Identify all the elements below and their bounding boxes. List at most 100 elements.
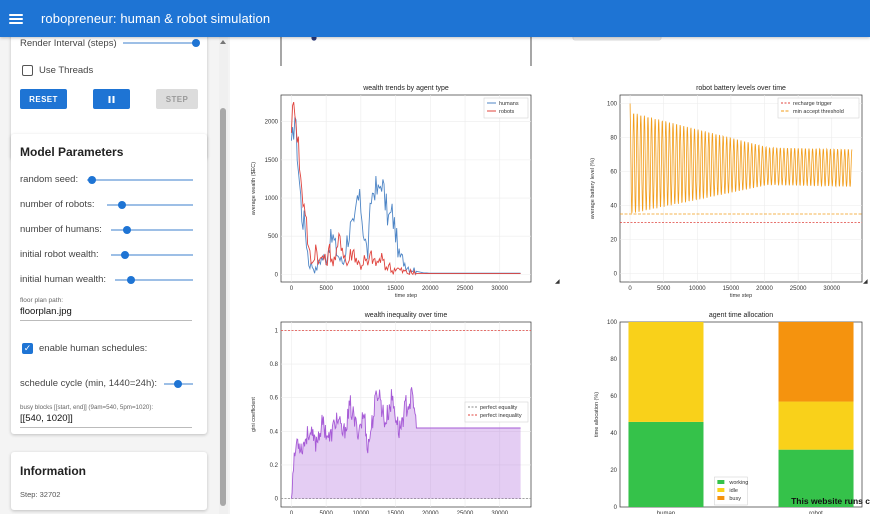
y-tick-label: 40: [610, 204, 617, 210]
bar-working-robot: [778, 449, 854, 507]
y-tick-label: 0: [275, 497, 279, 503]
y-tick-label: 1500: [265, 158, 279, 164]
y-axis-label: time allocation (%): [594, 392, 600, 437]
model-parameters-card: Model Parameters random seed: number of …: [11, 134, 207, 434]
enable-schedules-label: enable human schedules:: [39, 343, 148, 354]
y-tick-label: 0: [614, 272, 618, 278]
number-of-humans-label: number of humans:: [20, 224, 102, 235]
x-axis-label: time step: [730, 293, 752, 299]
y-axis-label: average wealth ($EC): [251, 162, 257, 215]
x-tick-label: 15000: [387, 286, 404, 292]
legend-label: working: [728, 480, 748, 486]
resize-handle-icon: ◢: [863, 279, 868, 285]
initial-robot-wealth-slider[interactable]: [111, 251, 193, 259]
schedule-cycle-slider[interactable]: [164, 380, 193, 388]
x-tick-label: 10000: [353, 511, 370, 514]
number-of-humans-slider[interactable]: [111, 226, 193, 234]
y-tick-label: 2000: [265, 120, 279, 126]
model-parameters-heading: Model Parameters: [20, 145, 124, 159]
step-button[interactable]: STEP: [156, 89, 198, 109]
random-seed-knob[interactable]: [88, 176, 96, 184]
render-interval-knob[interactable]: [192, 39, 200, 47]
chart-4: agent time allocation 0 20 40 60 80 100 time al…: [594, 312, 863, 514]
y-tick-label: 0.2: [270, 463, 279, 469]
render-interval-label: Render Interval (steps): [20, 38, 117, 49]
render-interval-slider[interactable]: [123, 39, 200, 47]
number-of-humans-knob[interactable]: [123, 226, 131, 234]
x-tick-label: human: [657, 511, 675, 514]
agent-marker: [311, 37, 317, 41]
y-tick-label: 500: [268, 234, 279, 240]
chart-2: robot battery levels over time 0 20 40 60 80 1…: [590, 85, 863, 299]
chart-title: agent time allocation: [709, 312, 773, 319]
bar-busy-robot: [778, 322, 854, 402]
y-tick-label: 40: [610, 431, 617, 437]
chart-3: wealth inequality over time 0 0.2 0.4 0.6 0.8…: [251, 312, 532, 514]
y-tick-label: 80: [610, 357, 617, 363]
y-tick-label: 100: [607, 320, 618, 326]
legend-label: idle: [729, 488, 738, 494]
x-tick-label: 30000: [491, 286, 508, 292]
legend-label: busy: [729, 496, 741, 502]
pause-icon: [108, 95, 115, 103]
legend-label: recharge trigger: [793, 101, 832, 107]
use-threads-label: Use Threads: [39, 65, 94, 76]
initial-human-wealth-slider[interactable]: [115, 276, 193, 284]
use-threads-checkbox[interactable]: [22, 65, 33, 76]
random-seed-slider[interactable]: [87, 176, 193, 184]
busy-blocks-input[interactable]: [[540, 1020]]: [20, 413, 192, 428]
x-tick-label: 5000: [657, 286, 671, 292]
y-axis-label: average battery level (%): [590, 158, 596, 219]
schedule-cycle-knob[interactable]: [174, 380, 182, 388]
series-line-gini: [290, 387, 521, 499]
legend-label: humans: [499, 101, 519, 107]
series-line-battery: [629, 103, 853, 214]
charts-svg: ◢ ◢ wealth trends by agent type050010001…: [251, 37, 868, 514]
pause-button[interactable]: [93, 89, 130, 109]
floor-plan-input[interactable]: floorplan.jpg: [20, 306, 192, 321]
scroll-up-arrow-icon[interactable]: [220, 40, 226, 44]
x-tick-label: robot: [809, 511, 823, 514]
legend-label: perfect equality: [480, 405, 518, 411]
chart-title: robot battery levels over time: [696, 85, 786, 92]
partial-button[interactable]: [572, 37, 662, 41]
x-tick-label: 15000: [723, 286, 740, 292]
legend-swatch: [717, 496, 725, 500]
y-tick-label: 80: [610, 136, 617, 142]
x-tick-label: 20000: [422, 511, 439, 514]
x-tick-label: 15000: [387, 511, 404, 514]
x-tick-label: 25000: [457, 286, 474, 292]
x-tick-label: 20000: [422, 286, 439, 292]
x-tick-label: 0: [628, 286, 632, 292]
floor-plan-caption: floor plan path:: [20, 297, 64, 304]
y-tick-label: 1: [275, 328, 279, 334]
menu-icon[interactable]: [9, 13, 23, 24]
number-of-robots-slider[interactable]: [107, 201, 193, 209]
legend-label: min accept threshold: [793, 109, 844, 115]
app-bar: robopreneur: human & robot simulation: [0, 0, 870, 37]
y-tick-label: 1000: [265, 196, 279, 202]
chart-1: wealth trends by agent type 0 500 1000 1500 2…: [251, 85, 532, 299]
initial-human-wealth-knob[interactable]: [127, 276, 135, 284]
y-axis-label: gini coefficient: [251, 397, 257, 432]
reset-button[interactable]: RESET: [20, 89, 67, 109]
x-tick-label: 5000: [319, 511, 333, 514]
x-tick-label: 10000: [353, 286, 370, 292]
random-seed-label: random seed:: [20, 174, 79, 185]
bar-idle-human: [628, 322, 704, 422]
number-of-robots-knob[interactable]: [118, 201, 126, 209]
x-tick-label: 5000: [319, 286, 333, 292]
initial-robot-wealth-label: initial robot wealth:: [20, 249, 99, 260]
floor-plan-partial: [280, 37, 532, 66]
y-tick-label: 60: [610, 394, 617, 400]
information-heading: Information: [20, 464, 86, 478]
x-tick-label: 30000: [491, 511, 508, 514]
x-tick-label: 10000: [689, 286, 706, 292]
sidebar-scroll-thumb[interactable]: [220, 108, 226, 506]
main-content: ◢ ◢ wealth trends by agent type 0 500 1000 1…: [230, 37, 870, 514]
x-tick-label: 0: [290, 511, 294, 514]
initial-human-wealth-label: initial human wealth:: [20, 274, 107, 285]
enable-schedules-checkbox[interactable]: ✓: [22, 343, 33, 354]
x-tick-label: 20000: [756, 286, 773, 292]
initial-robot-wealth-knob[interactable]: [121, 251, 129, 259]
